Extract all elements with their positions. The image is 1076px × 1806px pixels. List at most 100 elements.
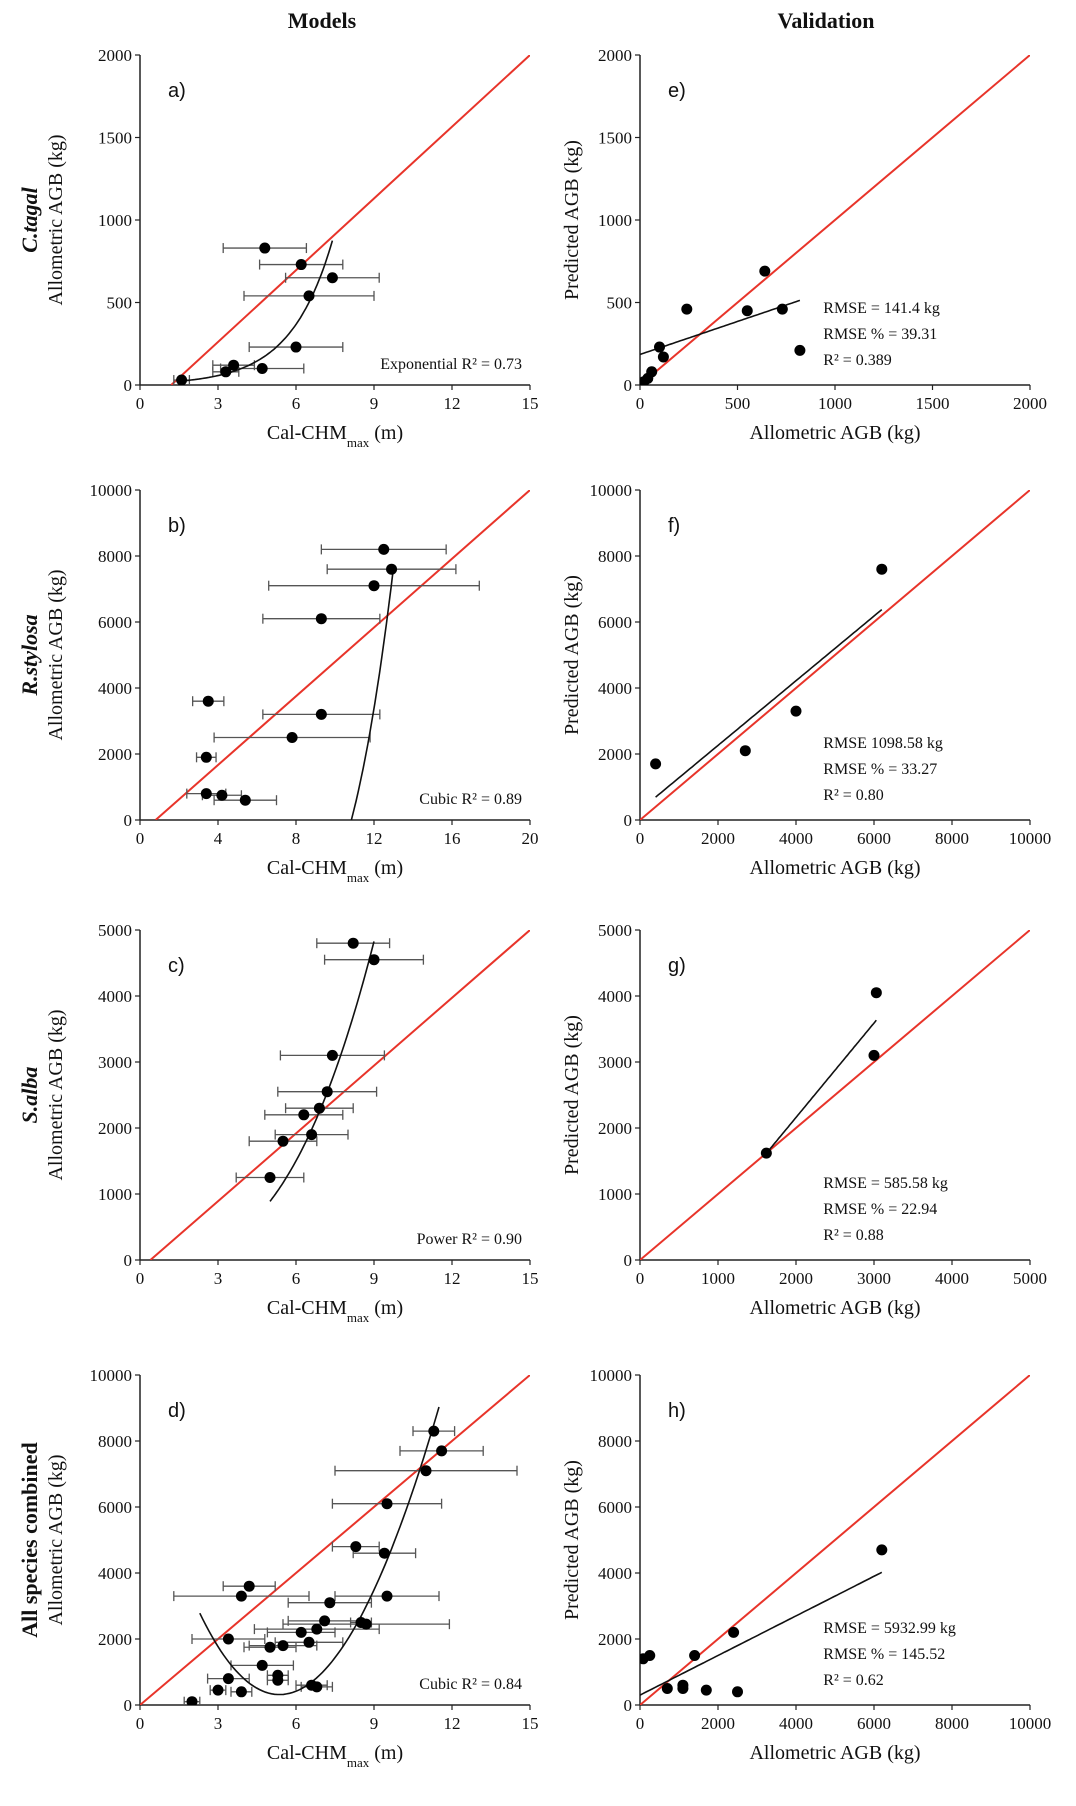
data-point-c-5 xyxy=(298,1109,310,1121)
x-axis-label-unit-a: (m) xyxy=(369,422,403,444)
y-tick-label-a-4: 2000 xyxy=(98,46,132,65)
identity-line-e xyxy=(640,55,1030,385)
x-tick-label-g-5: 5000 xyxy=(1013,1269,1047,1288)
plot-area-a xyxy=(170,55,530,385)
y-tick-label-d-5: 10000 xyxy=(90,1366,133,1385)
data-point-d-22 xyxy=(222,1673,234,1685)
x-tick-label-f-2: 4000 xyxy=(779,829,813,848)
data-point-f-2 xyxy=(790,705,802,717)
data-point-a-7 xyxy=(220,366,232,378)
annotation-g-2: R² = 0.88 xyxy=(823,1227,884,1244)
y-axis-label-d: Allometric AGB (kg) xyxy=(45,1454,67,1625)
x-axis-label-a: Cal-CHMmax (m) xyxy=(267,422,403,450)
data-point-d-13 xyxy=(311,1623,323,1635)
y-tick-label-g-5: 5000 xyxy=(598,921,632,940)
y-tick-label-g-2: 2000 xyxy=(598,1119,632,1138)
y-tick-label-b-4: 8000 xyxy=(98,547,132,566)
x-axis-label-unit-b: (m) xyxy=(369,857,403,879)
y-tick-label-h-1: 2000 xyxy=(598,1630,632,1649)
data-point-d-9 xyxy=(324,1597,336,1609)
y-axis-label-a: Allometric AGB (kg) xyxy=(45,134,67,305)
data-point-d-17 xyxy=(277,1640,289,1652)
row-label-b: R.stylosa xyxy=(17,614,42,696)
y-tick-label-f-2: 4000 xyxy=(598,679,632,698)
x-axis-label-f: Allometric AGB (kg) xyxy=(749,857,920,879)
x-tick-label-h-5: 10000 xyxy=(1009,1714,1052,1733)
data-point-d-2 xyxy=(420,1465,432,1477)
panel-c: 0 3 6 9 12 15 0 1000 2000 3000 4000 5000 Cal-CHMmax … xyxy=(17,921,539,1325)
fit-line-a xyxy=(181,240,334,382)
data-point-d-24 xyxy=(311,1681,323,1693)
fit-line-g xyxy=(765,1019,877,1154)
x-tick-label-g-1: 1000 xyxy=(701,1269,735,1288)
x-tick-label-a-5: 15 xyxy=(522,394,539,413)
x-tick-label-c-5: 15 xyxy=(522,1269,539,1288)
x-axis-label-d: Cal-CHMmax (m) xyxy=(267,1742,403,1770)
y-tick-label-h-0: 0 xyxy=(624,1696,633,1715)
x-tick-label-a-1: 3 xyxy=(214,394,223,413)
plot-area-g xyxy=(640,930,1030,1260)
plot-area-e xyxy=(640,55,1030,385)
x-axis-label-sub-a: max xyxy=(347,435,370,450)
x-tick-label-f-1: 2000 xyxy=(701,829,735,848)
panel-label-g: g) xyxy=(668,955,686,977)
x-tick-label-b-0: 0 xyxy=(136,829,145,848)
x-tick-label-e-4: 2000 xyxy=(1013,394,1047,413)
plot-area-f xyxy=(640,490,1030,820)
data-point-g-2 xyxy=(870,987,882,999)
data-point-b-7 xyxy=(200,751,212,763)
x-tick-label-c-0: 0 xyxy=(136,1269,145,1288)
x-tick-label-d-5: 15 xyxy=(522,1714,539,1733)
data-point-e-5 xyxy=(654,341,665,353)
panel-d: 0 3 6 9 12 15 0 2000 4000 6000 8000 10000 Cal-CHMmax… xyxy=(17,1366,539,1770)
y-axis-label-g: Predicted AGB (kg) xyxy=(561,1015,583,1175)
data-point-c-3 xyxy=(321,1086,333,1098)
data-point-h-9 xyxy=(876,1544,888,1556)
x-tick-label-f-4: 8000 xyxy=(935,829,969,848)
fit-line-b xyxy=(350,567,395,820)
x-tick-label-a-2: 6 xyxy=(292,394,301,413)
data-point-d-1 xyxy=(436,1445,448,1457)
y-tick-label-e-0: 0 xyxy=(624,376,633,395)
annotation-e-0: RMSE = 141.4 kg xyxy=(823,300,940,317)
panel-label-a: a) xyxy=(168,80,186,102)
x-tick-label-a-4: 12 xyxy=(444,394,461,413)
panel-h: 0 2000 4000 6000 8000 10000 0 2000 4000 6000 8000 1… xyxy=(561,1366,1051,1764)
data-point-b-6 xyxy=(286,732,298,743)
panel-a: 0 3 6 9 12 15 0 500 1000 1500 2000 Cal-CHMmax (m) Al… xyxy=(17,46,539,450)
y-tick-label-g-4: 4000 xyxy=(598,987,632,1006)
y-tick-label-c-1: 1000 xyxy=(98,1185,132,1204)
data-point-c-1 xyxy=(368,954,380,966)
data-point-d-27 xyxy=(186,1696,198,1705)
fit-line-d xyxy=(199,1406,440,1696)
data-point-d-6 xyxy=(243,1580,255,1592)
data-point-e-3 xyxy=(776,303,788,315)
data-point-b-0 xyxy=(378,543,390,555)
data-point-e-10 xyxy=(640,377,648,385)
annotation-c-0: Power R² = 0.90 xyxy=(417,1231,522,1248)
x-axis-label-g: Allometric AGB (kg) xyxy=(749,1297,920,1319)
identity-line-d xyxy=(140,1375,530,1705)
annotation-b-0: Cubic R² = 0.89 xyxy=(419,791,522,808)
data-point-d-25 xyxy=(212,1684,224,1696)
data-point-f-0 xyxy=(650,758,662,770)
data-point-c-6 xyxy=(306,1129,318,1141)
data-point-d-15 xyxy=(303,1636,315,1648)
data-point-h-4 xyxy=(677,1683,689,1694)
y-tick-label-f-1: 2000 xyxy=(598,745,632,764)
y-tick-label-b-3: 6000 xyxy=(98,613,132,632)
y-tick-label-f-5: 10000 xyxy=(590,481,633,500)
data-point-h-8 xyxy=(732,1686,743,1698)
panel-label-h: h) xyxy=(668,1400,686,1422)
data-point-d-19 xyxy=(264,1641,276,1653)
x-axis-label-e: Allometric AGB (kg) xyxy=(749,422,920,444)
data-point-h-6 xyxy=(700,1684,712,1696)
x-tick-label-b-1: 4 xyxy=(214,829,223,848)
data-point-d-14 xyxy=(295,1626,307,1638)
data-point-c-4 xyxy=(313,1102,325,1114)
x-tick-label-c-3: 9 xyxy=(370,1269,379,1288)
y-tick-label-e-4: 2000 xyxy=(598,46,632,65)
y-tick-label-f-0: 0 xyxy=(624,811,633,830)
panel-label-c: c) xyxy=(168,955,185,977)
